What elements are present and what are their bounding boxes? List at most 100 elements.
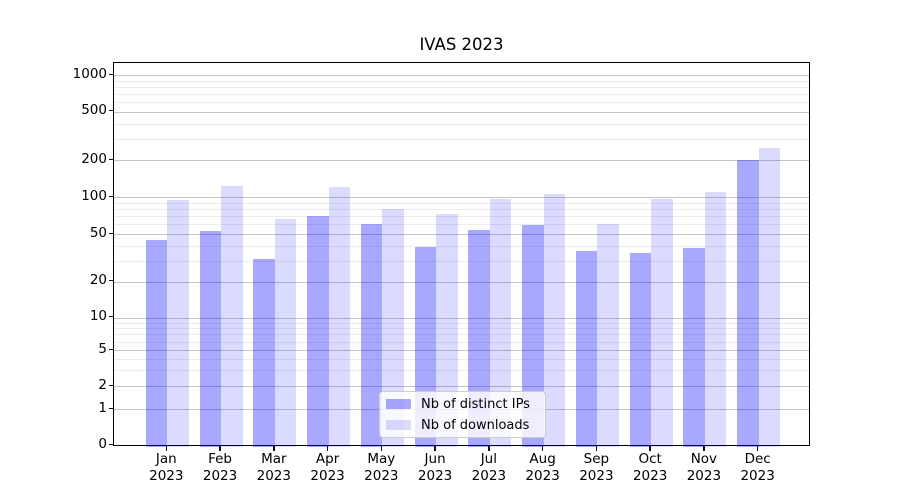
y-tick-label-200: 200	[81, 150, 107, 167]
y-gridline-minor-9	[114, 322, 809, 324]
bar-nb-of-downloads-oct-2023	[651, 198, 673, 447]
x-tick-label-aug-2023: Aug 2023	[511, 451, 575, 484]
x-tick-label-line: Jul	[480, 451, 497, 467]
legend-label-distinct-ips: Nb of distinct IPs	[421, 396, 530, 412]
y-tick-500	[108, 110, 113, 112]
y-gridline-minor-40	[114, 245, 809, 247]
x-tick-label-line: Aug	[529, 451, 556, 467]
x-tick-label-jun-2023: Jun 2023	[403, 451, 467, 484]
plot-area	[113, 62, 810, 447]
bar-nb-of-downloads-nov-2023	[704, 191, 727, 447]
x-tick-aug-2023	[541, 446, 544, 451]
x-tick-label-line: Mar	[261, 451, 287, 467]
y-gridline-minor-3	[114, 370, 809, 372]
x-tick-label-line: 2023	[202, 467, 238, 484]
y-tick-100	[108, 195, 113, 197]
y-tick-200	[108, 158, 113, 161]
y-gridline-minor-700	[114, 93, 809, 95]
legend-item-downloads: Nb of downloads	[386, 418, 537, 433]
y-gridline-minor-30	[114, 260, 809, 262]
y-gridline-minor-70	[114, 216, 809, 218]
x-tick-label-line: Dec	[744, 451, 771, 467]
bar-nb-of-downloads-apr-2023	[328, 186, 351, 447]
x-tick-label-line: 2023	[149, 467, 184, 484]
y-gridline-2	[114, 386, 809, 387]
y-gridline-minor-4	[114, 358, 809, 360]
x-tick-dec-2023	[756, 446, 759, 451]
x-tick-label-line: 2023	[686, 467, 722, 484]
bar-nb-of-downloads-jun-2023	[436, 213, 458, 447]
x-tick-label-line: 2023	[256, 467, 291, 484]
x-tick-label-line: Sep	[583, 451, 610, 467]
y-gridline-20	[114, 281, 809, 283]
y-gridline-50	[114, 234, 809, 236]
x-tick-label-may-2023: May 2023	[349, 451, 413, 484]
x-tick-feb-2023	[219, 446, 221, 451]
x-tick-label-feb-2023: Feb 2023	[188, 451, 252, 484]
x-tick-jul-2023	[488, 446, 490, 451]
bar-nb-of-downloads-dec-2023	[758, 148, 781, 447]
x-tick-label-line: 2023	[471, 467, 507, 484]
bar-nb-of-downloads-mar-2023	[274, 219, 297, 447]
y-gridline-500	[114, 111, 809, 113]
x-tick-label-line: 2023	[417, 467, 453, 484]
y-tick-label-5: 5	[98, 340, 107, 357]
x-tick-label-line: 2023	[740, 467, 775, 484]
x-tick-label-line: 2023	[632, 467, 668, 484]
bar-nb-of-distinct-ips-nov-2023	[683, 248, 705, 447]
x-tick-label-dec-2023: Dec 2023	[726, 451, 790, 484]
x-tick-label-line: Jun	[424, 451, 446, 467]
y-tick-label-2: 2	[98, 376, 107, 393]
y-tick-label-1: 1	[98, 399, 107, 416]
x-tick-apr-2023	[326, 446, 329, 451]
x-tick-label-line: 2023	[310, 467, 345, 484]
x-tick-label-line: Feb	[208, 451, 232, 467]
bar-nb-of-distinct-ips-feb-2023	[199, 231, 222, 447]
legend: Nb of distinct IPs Nb of downloads	[379, 391, 546, 438]
x-tick-label-oct-2023: Oct 2023	[618, 451, 682, 484]
bar-nb-of-distinct-ips-dec-2023	[737, 160, 759, 447]
x-tick-label-line: Apr	[315, 451, 340, 467]
y-tick-label-0: 0	[98, 436, 107, 452]
y-tick-5	[108, 348, 113, 351]
y-tick-label-100: 100	[81, 187, 107, 204]
x-tick-label-line: May	[367, 451, 396, 467]
x-tick-label-jan-2023: Jan 2023	[134, 451, 198, 484]
x-tick-may-2023	[380, 446, 383, 451]
x-tick-jan-2023	[165, 446, 168, 451]
x-tick-label-line: Jan	[155, 451, 177, 467]
bar-nb-of-distinct-ips-mar-2023	[253, 259, 275, 447]
chart-title: IVAS 2023	[419, 35, 504, 54]
legend-item-distinct-ips: Nb of distinct IPs	[386, 397, 537, 412]
y-gridline-minor-300	[114, 138, 809, 140]
y-gridline-1000	[114, 75, 809, 76]
x-tick-label-line: 2023	[525, 467, 560, 484]
bar-nb-of-distinct-ips-apr-2023	[307, 216, 329, 447]
bar-nb-of-downloads-aug-2023	[543, 193, 566, 447]
x-tick-label-mar-2023: Mar 2023	[242, 451, 306, 484]
x-tick-sep-2023	[595, 446, 598, 451]
y-gridline-minor-90	[114, 202, 809, 204]
x-tick-label-jul-2023: Jul 2023	[457, 451, 521, 484]
y-tick-1000	[108, 73, 113, 75]
bar-nb-of-downloads-jul-2023	[489, 199, 512, 447]
bar-nb-of-distinct-ips-sep-2023	[575, 251, 598, 447]
y-gridline-minor-7	[114, 334, 809, 336]
y-gridline-minor-800	[114, 86, 809, 88]
y-gridline-10	[114, 317, 809, 319]
x-tick-mar-2023	[273, 446, 275, 451]
legend-swatch-downloads	[386, 420, 411, 430]
bar-nb-of-downloads-sep-2023	[597, 224, 619, 447]
y-gridline-minor-900	[114, 80, 809, 82]
y-tick-label-10: 10	[89, 308, 107, 325]
x-tick-nov-2023	[703, 446, 705, 451]
x-tick-oct-2023	[649, 446, 651, 451]
x-tick-label-apr-2023: Apr 2023	[296, 451, 360, 484]
y-gridline-minor-8	[114, 328, 809, 330]
x-tick-label-nov-2023: Nov 2023	[672, 451, 736, 484]
y-gridline-minor-80	[114, 209, 809, 210]
bar-nb-of-distinct-ips-may-2023	[360, 223, 383, 447]
y-gridline-minor-600	[114, 102, 809, 104]
legend-label-downloads: Nb of downloads	[421, 417, 530, 433]
